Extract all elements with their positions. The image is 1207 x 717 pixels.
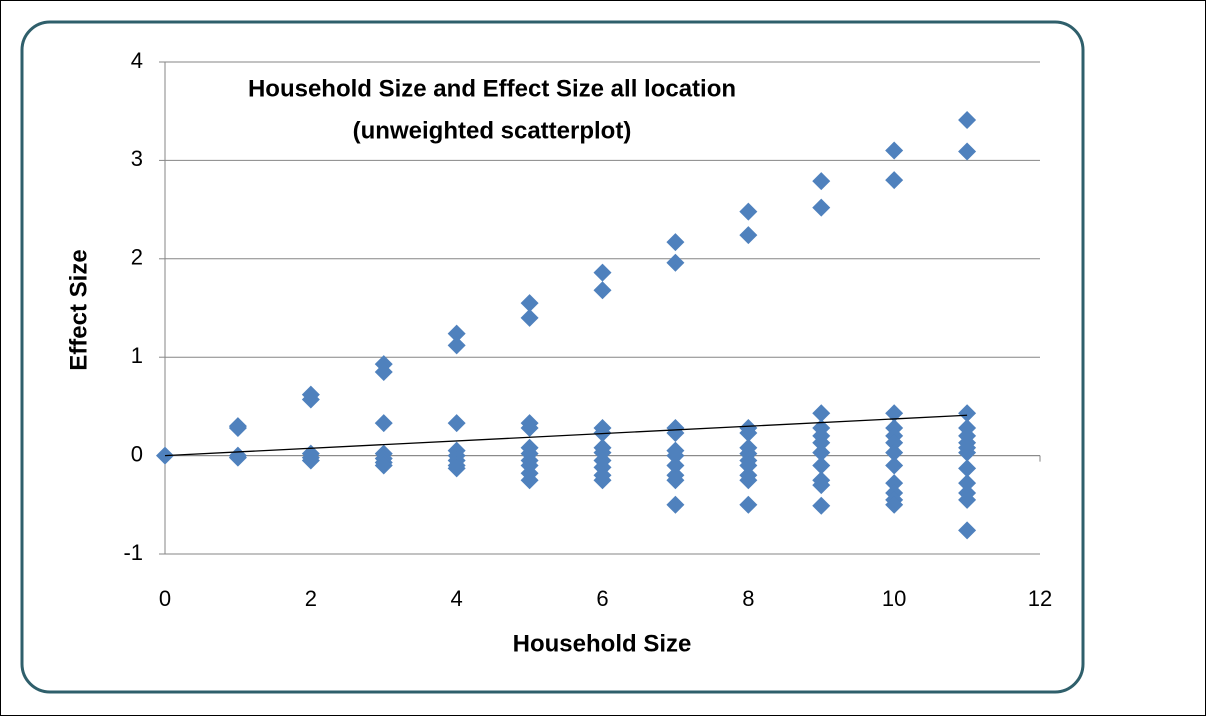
point: [447, 414, 466, 433]
point: [593, 471, 612, 490]
point: [958, 490, 977, 509]
point: [666, 253, 685, 272]
chart-title: Household Size and Effect Size all locat…: [248, 75, 736, 102]
point: [666, 233, 685, 252]
point: [812, 433, 831, 452]
point: [593, 263, 612, 282]
point: [739, 456, 758, 475]
point: [739, 423, 758, 442]
y-tick-label: 3: [131, 146, 143, 171]
x-tick-label: 10: [882, 586, 906, 611]
point: [228, 419, 247, 438]
x-tick-label: 6: [596, 586, 608, 611]
point: [666, 471, 685, 490]
point: [885, 456, 904, 475]
point: [958, 521, 977, 540]
point: [885, 141, 904, 160]
point: [520, 471, 539, 490]
point: [812, 172, 831, 191]
y-tick-label: 1: [131, 343, 143, 368]
point: [958, 404, 977, 423]
point: [958, 142, 977, 161]
point: [958, 111, 977, 130]
point: [374, 414, 393, 433]
point: [958, 459, 977, 478]
point: [520, 419, 539, 438]
point: [520, 294, 539, 313]
point: [885, 404, 904, 423]
x-tick-label: 12: [1028, 586, 1052, 611]
point: [812, 456, 831, 475]
y-tick-label: 0: [131, 441, 143, 466]
point: [885, 474, 904, 493]
y-tick-label: 4: [131, 48, 143, 73]
point: [301, 390, 320, 409]
point: [447, 336, 466, 355]
point: [885, 433, 904, 452]
point: [812, 404, 831, 423]
x-tick-label: 2: [305, 586, 317, 611]
point: [739, 495, 758, 514]
x-tick-label: 0: [159, 586, 171, 611]
point: [666, 446, 685, 465]
point: [447, 459, 466, 478]
trendline: [164, 414, 968, 457]
point: [666, 423, 685, 442]
x-tick-label: 8: [742, 586, 754, 611]
point: [447, 324, 466, 343]
point: [812, 496, 831, 515]
point: [374, 456, 393, 475]
point: [958, 443, 977, 462]
point: [520, 308, 539, 327]
point: [885, 171, 904, 190]
point: [739, 202, 758, 221]
x-axis-label: Household Size: [513, 630, 692, 657]
chart-subtitle: (unweighted scatterplot): [353, 117, 632, 144]
point: [885, 443, 904, 462]
point: [374, 362, 393, 381]
point: [593, 281, 612, 300]
point: [885, 495, 904, 514]
point: [739, 471, 758, 490]
point: [228, 448, 247, 467]
y-tick-label: 2: [131, 245, 143, 270]
y-tick-label: -1: [123, 540, 143, 565]
point: [666, 456, 685, 475]
point: [812, 476, 831, 495]
point: [666, 495, 685, 514]
point: [301, 451, 320, 470]
x-tick-label: 4: [451, 586, 463, 611]
y-axis-label: Effect Size: [65, 249, 92, 370]
point: [812, 198, 831, 217]
point: [812, 443, 831, 462]
point: [739, 226, 758, 245]
point: [958, 474, 977, 493]
